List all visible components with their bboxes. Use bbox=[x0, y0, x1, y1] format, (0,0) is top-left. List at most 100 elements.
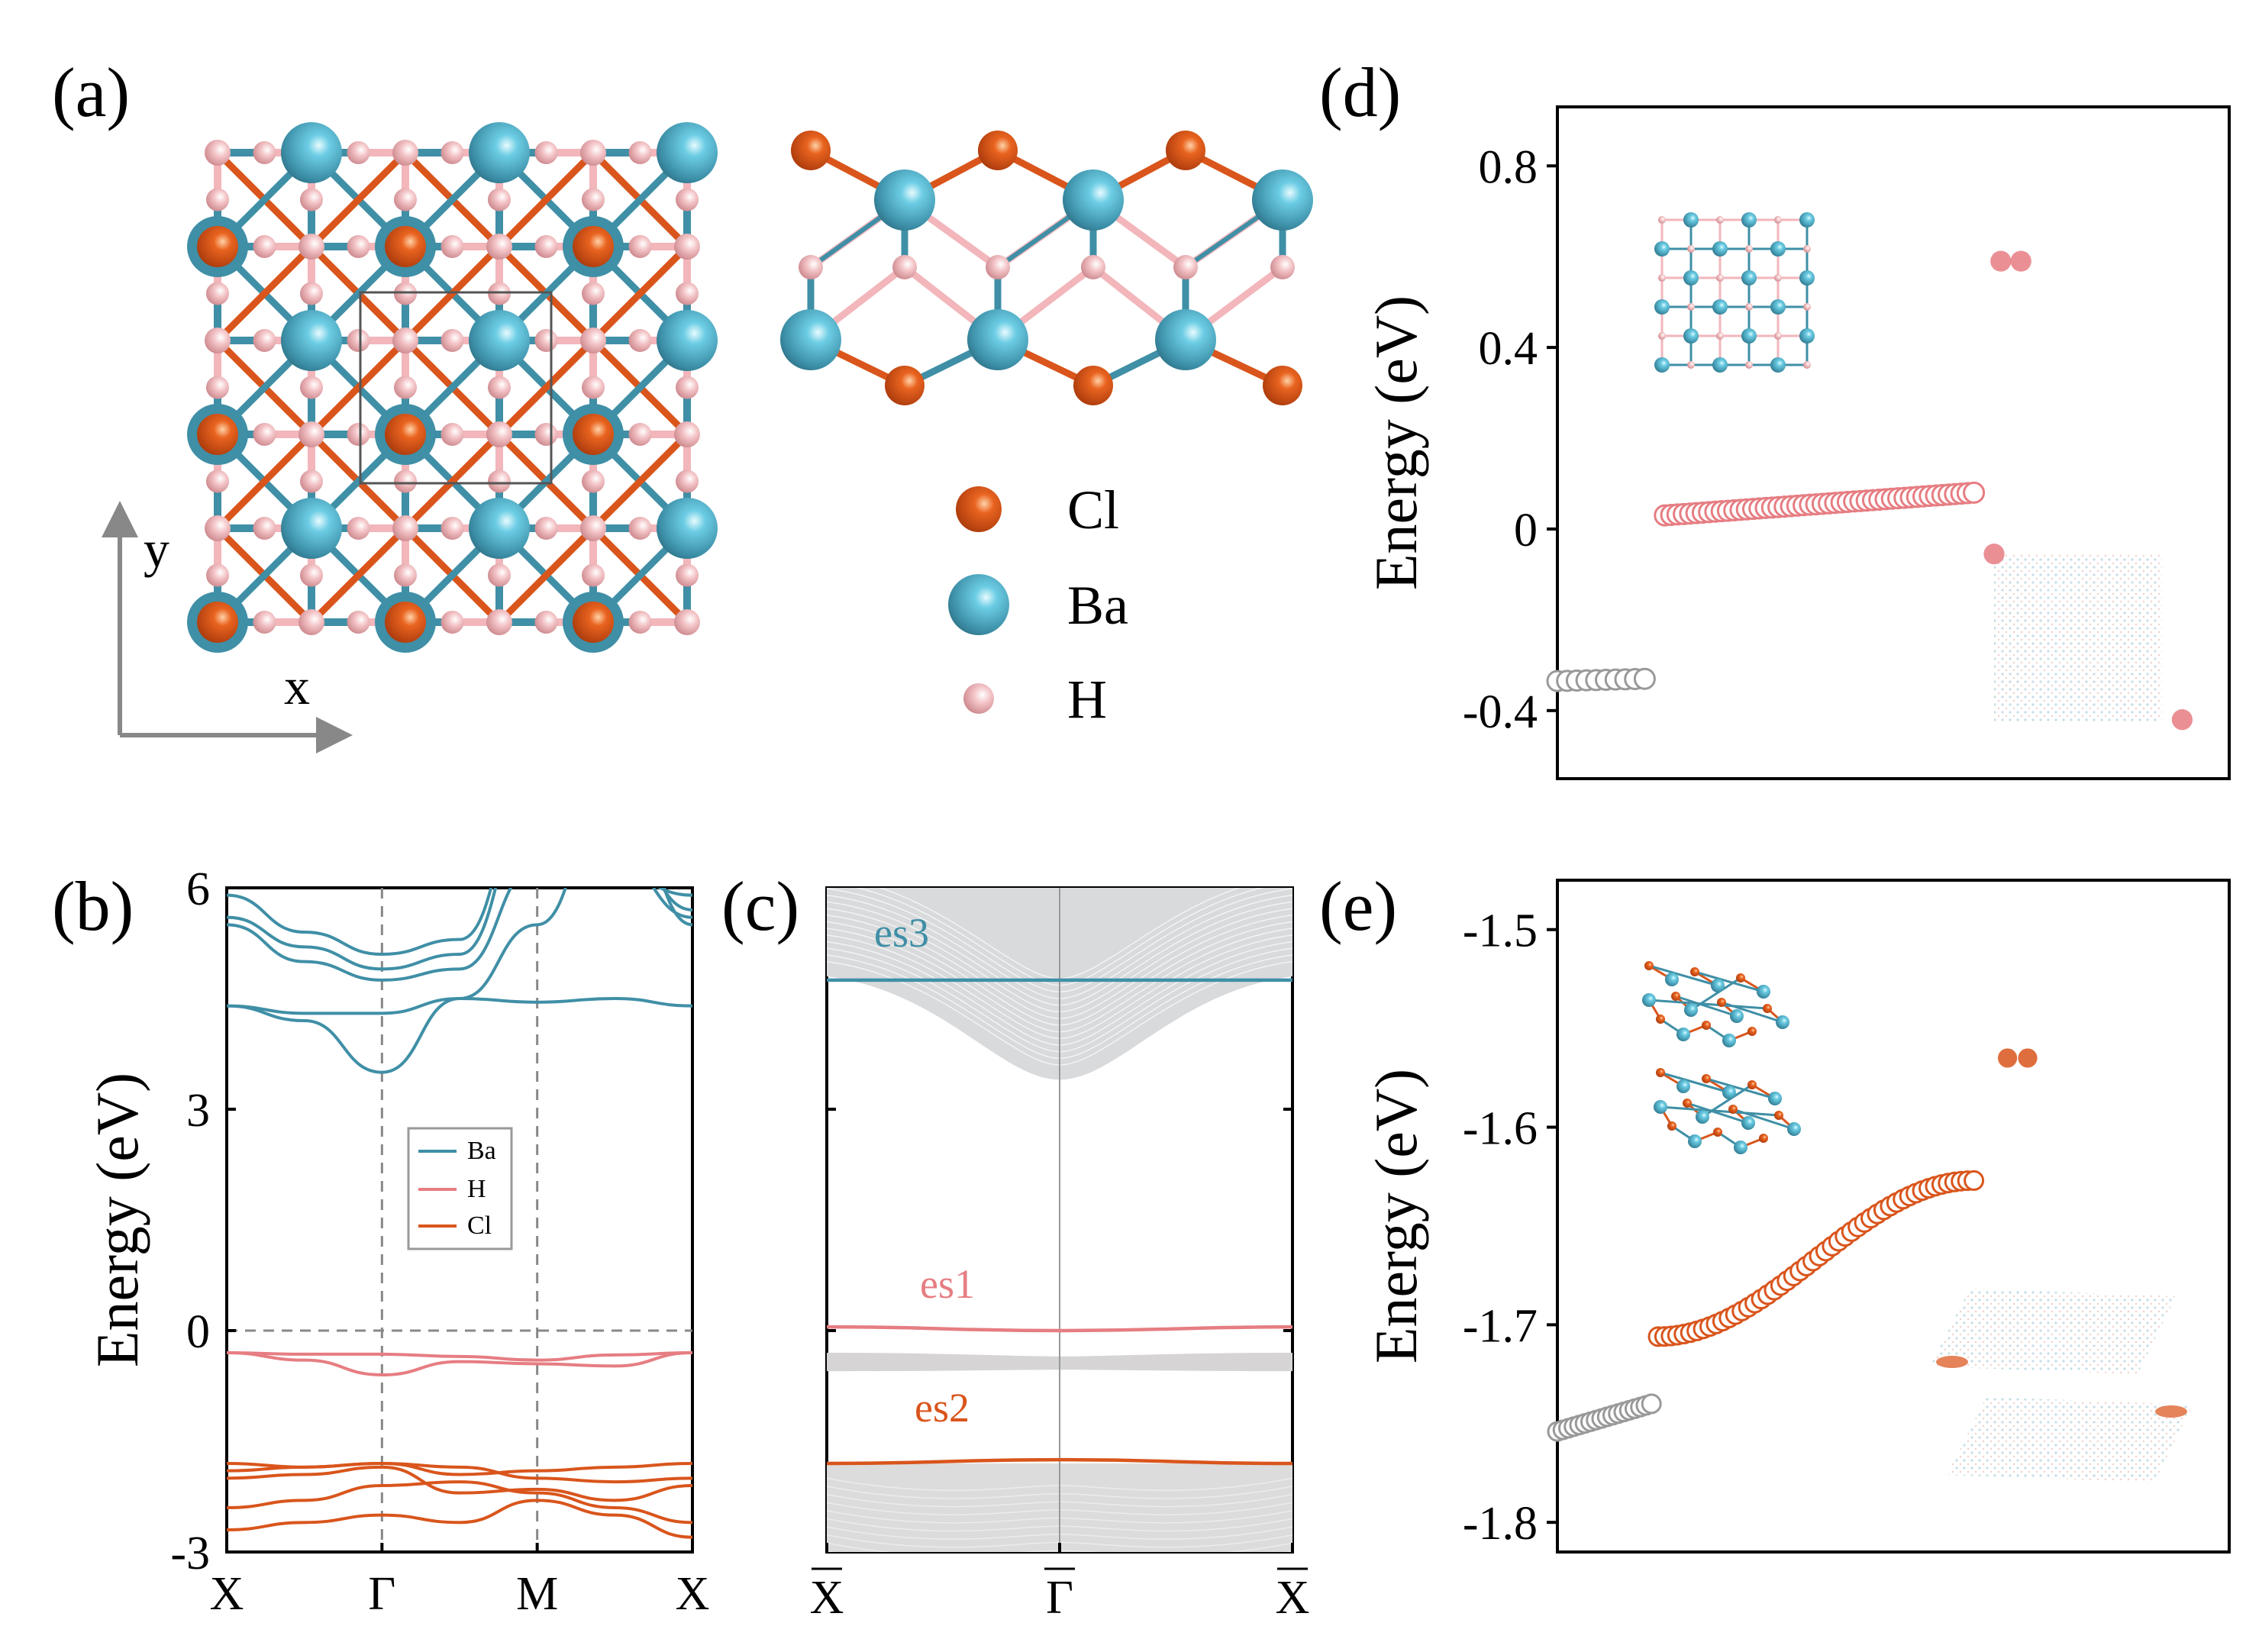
y-tick-label: -1.5 bbox=[1463, 905, 1538, 957]
ba-atom bbox=[1734, 1141, 1747, 1154]
h-atom bbox=[486, 609, 512, 635]
x-tick-label: X bbox=[1276, 1572, 1310, 1624]
cl-atom bbox=[1671, 992, 1680, 1001]
ba-atom bbox=[281, 122, 342, 183]
legend-ba-text: Ba bbox=[467, 1137, 496, 1165]
h-atom bbox=[392, 515, 418, 541]
plot-frame bbox=[225, 886, 694, 1554]
bond bbox=[590, 244, 690, 344]
ba-atom bbox=[469, 498, 530, 559]
corner-state-point bbox=[1983, 544, 2005, 565]
h-atom bbox=[534, 423, 558, 446]
ba-atom bbox=[1757, 985, 1770, 999]
cl-atom bbox=[885, 366, 925, 405]
y-tick-label: 6 bbox=[186, 863, 210, 915]
bond bbox=[1660, 1105, 1780, 1117]
band-h bbox=[227, 1351, 692, 1362]
y-axis-label: y bbox=[144, 520, 169, 578]
h-atom bbox=[582, 376, 605, 399]
ba-atom bbox=[1654, 1100, 1667, 1114]
h-atom bbox=[347, 517, 370, 540]
ba-atom bbox=[1688, 1134, 1702, 1148]
corner-state-point bbox=[2018, 1048, 2038, 1068]
ba-atom bbox=[967, 309, 1028, 370]
band-cl bbox=[227, 1461, 692, 1484]
h-atom bbox=[582, 469, 605, 493]
h-atom bbox=[1687, 361, 1695, 369]
h-atom bbox=[253, 423, 276, 446]
x-tick-label: X bbox=[676, 1568, 710, 1620]
bond bbox=[1660, 1071, 1730, 1094]
ba-atom bbox=[1654, 357, 1670, 373]
h-atom bbox=[1687, 245, 1695, 253]
side-view-lattice bbox=[780, 131, 1313, 405]
band-cl bbox=[227, 1461, 692, 1476]
ba-atom bbox=[281, 498, 342, 559]
h-atom bbox=[676, 469, 699, 493]
ba-atom bbox=[1712, 299, 1728, 315]
cl-atom bbox=[1702, 1021, 1711, 1030]
ba-atom bbox=[1741, 1116, 1755, 1130]
legend-h-label: H bbox=[1067, 669, 1107, 730]
atoms bbox=[780, 131, 1313, 405]
h-atom bbox=[253, 235, 276, 258]
lattice-inset bbox=[1654, 212, 1815, 373]
cl-atom bbox=[1747, 1027, 1757, 1036]
h-atom bbox=[394, 376, 417, 399]
h-atom bbox=[534, 141, 558, 164]
edge-state-point bbox=[1964, 1170, 1985, 1191]
ba-atom bbox=[1712, 241, 1728, 257]
panel-label-e: (e) bbox=[1319, 867, 1397, 945]
h-atom bbox=[253, 329, 276, 352]
corner-blob-left bbox=[1936, 1356, 1968, 1368]
h-atom bbox=[676, 376, 699, 399]
h-atom bbox=[1774, 332, 1782, 340]
ba-atom bbox=[1676, 1028, 1690, 1041]
corner-state-map bbox=[1994, 553, 2162, 721]
band-h bbox=[227, 1351, 692, 1377]
h-atom bbox=[676, 563, 699, 587]
ba-atom bbox=[657, 498, 718, 559]
h-atom bbox=[253, 141, 276, 164]
y-tick-label: -0.4 bbox=[1463, 686, 1538, 738]
h-atom bbox=[300, 376, 323, 399]
y-tick-label: -1.6 bbox=[1463, 1103, 1538, 1155]
bond bbox=[496, 337, 596, 437]
ba-atom bbox=[1770, 299, 1786, 315]
ba-atom bbox=[1683, 328, 1699, 344]
cl-atom bbox=[1644, 961, 1654, 970]
h-atom bbox=[676, 188, 699, 211]
y-axis-title: Energy (eV) bbox=[84, 1073, 150, 1367]
h-atom bbox=[486, 421, 512, 447]
ba-atom bbox=[1776, 1015, 1789, 1029]
ba-atom-icon bbox=[948, 574, 1009, 635]
cl-atom bbox=[1656, 1068, 1665, 1077]
h-atom bbox=[300, 282, 323, 305]
y-tick-label: -3 bbox=[170, 1528, 210, 1579]
corner-state-map-upper bbox=[1930, 1289, 2176, 1374]
es1-label: es1 bbox=[920, 1261, 975, 1307]
ba-atom bbox=[1654, 241, 1670, 257]
h-atom bbox=[347, 423, 370, 446]
h-atom bbox=[1658, 332, 1666, 340]
band-ba bbox=[227, 996, 692, 1015]
h-atom bbox=[892, 255, 917, 279]
h-atom bbox=[488, 563, 511, 587]
x-tick-label: M bbox=[516, 1568, 558, 1620]
ba-atom bbox=[1768, 1092, 1782, 1105]
h-atom bbox=[628, 423, 652, 446]
ba-atom bbox=[1696, 1110, 1709, 1124]
cl-atom bbox=[1717, 998, 1726, 1007]
cl-atom bbox=[385, 414, 426, 455]
h-atom bbox=[674, 234, 700, 260]
ba-atom bbox=[1665, 973, 1679, 986]
h-atom bbox=[206, 282, 229, 305]
h-atom bbox=[205, 327, 231, 353]
bond bbox=[215, 244, 315, 344]
h-atom bbox=[394, 469, 417, 493]
h-atom bbox=[394, 563, 417, 587]
h-atom bbox=[1803, 361, 1811, 369]
ba-atom bbox=[1642, 993, 1656, 1007]
atoms bbox=[187, 122, 718, 653]
